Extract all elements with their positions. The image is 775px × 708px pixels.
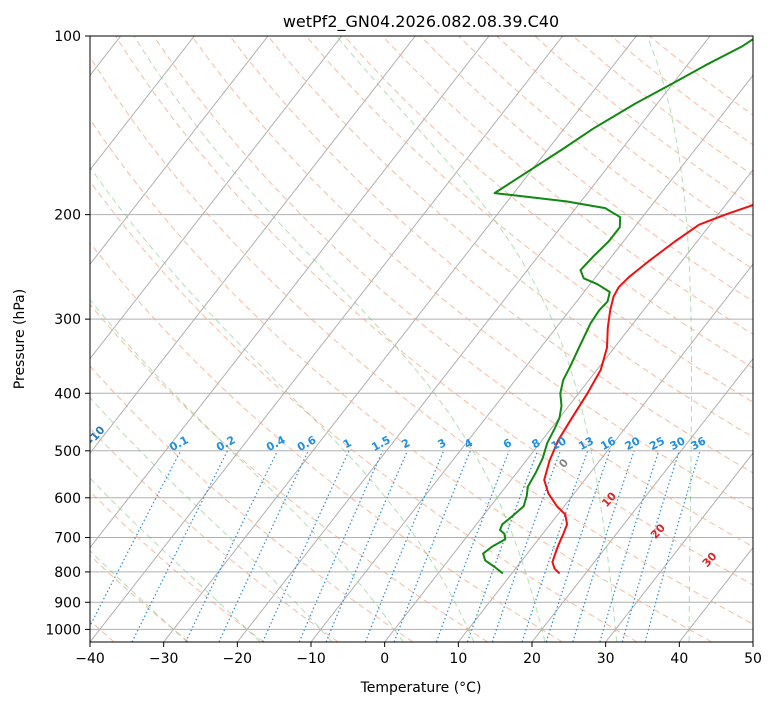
mixing-ratio-line bbox=[491, 450, 561, 642]
y-tick-label: 700 bbox=[54, 531, 81, 547]
mixing-ratio-label: 16 bbox=[598, 434, 618, 453]
mixing-ratio-line bbox=[521, 450, 589, 642]
dry-adiabat bbox=[90, 554, 190, 642]
mixing-ratio-line bbox=[435, 450, 510, 642]
axes: −40 −30 −20 −10 0 10 20 30 40 50 100 200 300 400 500 60… bbox=[45, 29, 762, 667]
moist-adiabat bbox=[90, 298, 404, 642]
temperature-profile-line bbox=[543, 203, 753, 575]
y-tick-label: 400 bbox=[54, 386, 81, 402]
mixing-ratio-line bbox=[599, 450, 660, 642]
x-tick-label: 40 bbox=[670, 651, 688, 667]
dry-adiabat bbox=[90, 180, 638, 642]
isotherm-line bbox=[90, 36, 490, 549]
mixing-ratio-line bbox=[131, 450, 229, 642]
moist-adiabat bbox=[90, 477, 261, 642]
dewpoint-profile-line bbox=[482, 38, 753, 575]
y-tick-label: 600 bbox=[54, 491, 81, 507]
moist-adiabat bbox=[90, 550, 188, 642]
isotherm-line bbox=[384, 168, 753, 642]
mixing-ratio-label: 36 bbox=[689, 434, 709, 453]
mixing-ratio-line bbox=[393, 450, 471, 642]
y-tick-label: 500 bbox=[54, 444, 81, 460]
isotherm-line bbox=[90, 36, 269, 266]
isotherm-line bbox=[310, 74, 753, 642]
plot-frame bbox=[89, 35, 754, 643]
mixing-ratio-line bbox=[466, 450, 539, 642]
y-axis-label: Pressure (hPa) bbox=[12, 289, 28, 389]
y-tick-label: 900 bbox=[54, 595, 81, 611]
dry-adiabat bbox=[382, 36, 753, 335]
y-tick-label: 300 bbox=[54, 312, 81, 328]
dry-adiabat bbox=[90, 56, 753, 625]
mixing-ratio-line bbox=[298, 450, 384, 642]
isotherm-line bbox=[605, 452, 753, 642]
x-tick-label: 0 bbox=[380, 651, 389, 667]
x-tick-label: 10 bbox=[449, 651, 467, 667]
dry-adiabat bbox=[90, 427, 339, 642]
x-tick-label: 20 bbox=[523, 651, 541, 667]
isotherm-line bbox=[90, 36, 416, 454]
moist-adiabat bbox=[336, 36, 618, 642]
isotherm-line bbox=[236, 36, 711, 642]
moist-adiabat bbox=[90, 166, 475, 642]
x-tick-label: −40 bbox=[75, 651, 105, 667]
mixing-ratio-label: 25 bbox=[647, 434, 667, 453]
x-tick-label: −30 bbox=[149, 651, 179, 667]
dry-adiabat bbox=[90, 118, 712, 642]
mixing-ratio-label: 13 bbox=[576, 434, 596, 453]
background-lines bbox=[90, 36, 753, 642]
dry-adiabat bbox=[229, 36, 753, 474]
dry-adiabat bbox=[115, 36, 753, 586]
mixing-ratio-label: 20 bbox=[623, 434, 643, 453]
isotherm-line bbox=[531, 357, 753, 642]
chart-title: wetPf2_GN04.2026.082.08.39.C40 bbox=[283, 12, 559, 32]
series-layer bbox=[482, 38, 753, 575]
dry-adiabat bbox=[191, 36, 753, 510]
moist-adiabat bbox=[133, 36, 546, 642]
grid-layer bbox=[90, 36, 753, 642]
y-tick-label: 1000 bbox=[45, 622, 81, 638]
mixing-ratio-label: 10 bbox=[549, 434, 569, 453]
mixing-ratio-line bbox=[621, 450, 680, 642]
dry-adiabat bbox=[90, 365, 414, 642]
x-tick-label: −10 bbox=[296, 651, 326, 667]
x-tick-label: −20 bbox=[223, 651, 253, 667]
dry-adiabat bbox=[153, 36, 753, 548]
x-tick-label: 30 bbox=[597, 651, 615, 667]
isotherm-line bbox=[90, 36, 343, 360]
dry-adiabat bbox=[90, 303, 488, 642]
isotherm-line bbox=[163, 36, 637, 642]
dry-adiabat bbox=[90, 241, 563, 642]
x-axis-label: Temperature (°C) bbox=[360, 680, 482, 696]
mixing-ratio-line bbox=[364, 450, 445, 642]
x-tick-label: 50 bbox=[744, 651, 762, 667]
mixing-ratio-line bbox=[545, 450, 611, 642]
mixing-ratio-line bbox=[644, 450, 701, 642]
y-tick-label: 100 bbox=[54, 29, 81, 45]
dry-adiabat bbox=[420, 36, 753, 303]
y-tick-label: 200 bbox=[54, 208, 81, 224]
mixing-ratio-line bbox=[572, 450, 635, 642]
y-tick-label: 800 bbox=[54, 565, 81, 581]
mixing-ratio-label: 30 bbox=[668, 434, 688, 453]
mixing-ratio-line bbox=[325, 450, 409, 642]
isotherm-line bbox=[90, 36, 564, 642]
moist-adiabat bbox=[646, 36, 692, 642]
isotherm-line bbox=[457, 263, 753, 642]
isotherm-line bbox=[90, 36, 195, 171]
